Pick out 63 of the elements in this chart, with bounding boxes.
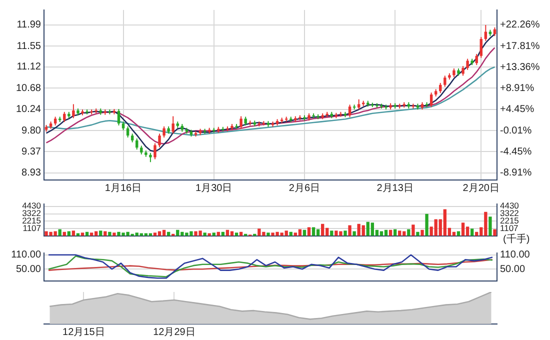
- bar: [470, 228, 474, 236]
- x-tick-label: 1月30日: [196, 182, 232, 194]
- bar: [316, 229, 320, 236]
- bar: [461, 222, 465, 236]
- y2-tick-label: 110.00: [500, 250, 530, 261]
- y-tick-label: 9.80: [22, 125, 42, 136]
- y2-tick-label: 4430: [500, 200, 520, 211]
- y-tick-label: 11.12: [16, 62, 42, 73]
- y-tick-label: 9.37: [22, 146, 42, 158]
- y2-tick-label: -8.91%: [500, 167, 532, 178]
- y-tick-label: 11.55: [16, 40, 42, 52]
- x-tick-label: 12月29日: [153, 326, 196, 338]
- x-tick-label: 12月15日: [62, 326, 105, 338]
- bar: [425, 214, 428, 236]
- bar: [352, 231, 356, 236]
- x-tick-label: 2月6日: [288, 182, 320, 194]
- x-tick-label: 2月20日: [462, 182, 500, 194]
- y-tick-label: 10.68: [16, 82, 42, 94]
- bar: [158, 231, 162, 236]
- bar: [312, 227, 316, 236]
- y-tick-label: 50.00: [16, 264, 42, 275]
- bar: [466, 226, 470, 236]
- y-tick-label: 10.24: [16, 104, 42, 116]
- bar: [488, 216, 492, 236]
- y2-tick-label: 50.00: [500, 264, 526, 275]
- bar: [493, 229, 496, 236]
- y2-tick-label: +13.36%: [500, 62, 540, 73]
- bar: [416, 232, 420, 236]
- x-tick-label: 1月16日: [104, 182, 142, 194]
- bar: [456, 231, 460, 236]
- y-tick-label: 110.00: [11, 250, 42, 261]
- y2-tick-label: +17.81%: [500, 40, 540, 52]
- bar: [104, 231, 107, 236]
- y-tick-label: 1107: [22, 222, 42, 233]
- bar: [67, 231, 70, 236]
- bar: [348, 225, 352, 236]
- bar: [58, 229, 62, 236]
- y-tick-label: 4430: [22, 200, 42, 211]
- bar: [344, 230, 347, 236]
- y2-tick-label: +22.26%: [500, 20, 540, 31]
- y-tick-label: 11.99: [16, 20, 42, 31]
- bar: [307, 227, 311, 236]
- bar: [407, 229, 410, 236]
- bar: [266, 232, 270, 236]
- bar: [321, 224, 324, 236]
- bar: [393, 229, 397, 236]
- y2-tick-label: +8.91%: [500, 82, 534, 94]
- y-tick-label: 8.93: [22, 168, 42, 179]
- y2-tick-label: -4.45%: [500, 146, 532, 158]
- bar: [230, 231, 234, 236]
- y2-axis-title: (千手): [503, 232, 530, 245]
- x-tick-label: 2月13日: [376, 182, 414, 194]
- bar: [298, 229, 302, 236]
- y2-tick-label: -0.01%: [500, 125, 532, 136]
- y2-tick-label: +4.45%: [500, 104, 534, 116]
- bar: [380, 231, 384, 236]
- y2-tick-label: 1107: [500, 222, 519, 233]
- bar: [112, 232, 116, 236]
- bar: [420, 230, 424, 236]
- bar: [108, 232, 112, 236]
- bar: [370, 222, 374, 236]
- bar: [203, 232, 206, 236]
- bar: [412, 224, 415, 236]
